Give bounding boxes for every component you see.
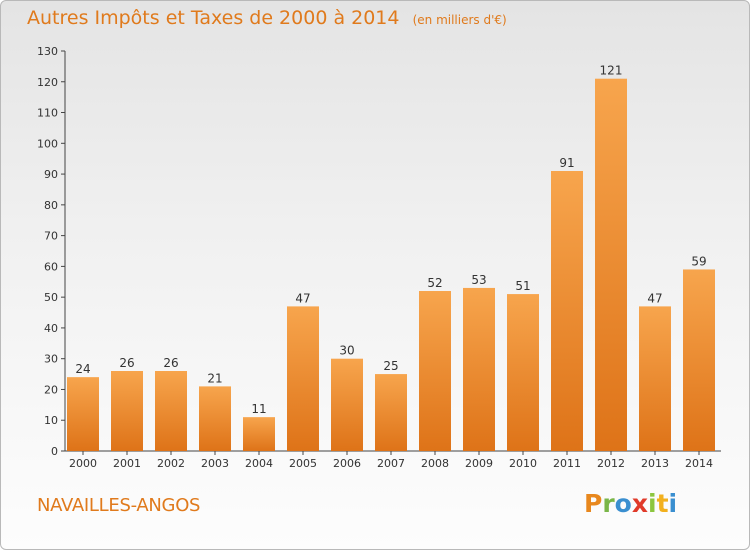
y-tick-label: 30 [44, 353, 58, 366]
value-label: 21 [207, 371, 222, 385]
bar-2001 [111, 371, 143, 451]
proxiti-logo: Proxiti [584, 489, 677, 518]
value-label: 30 [339, 344, 354, 358]
value-label: 52 [427, 276, 442, 290]
x-tick-label: 2011 [553, 457, 581, 470]
bar-2004 [243, 417, 275, 451]
bar-2002 [155, 371, 187, 451]
commune-name: NAVAILLES-ANGOS [37, 495, 201, 516]
x-tick-label: 2012 [597, 457, 625, 470]
value-label: 25 [383, 359, 398, 373]
logo-letter: i [648, 489, 657, 518]
logo-letter: P [584, 489, 603, 518]
logo-letter: i [668, 489, 678, 518]
x-tick-label: 2009 [465, 457, 493, 470]
chart-title-block: Autres Impôts et Taxes de 2000 à 2014 (e… [27, 7, 507, 29]
x-tick-label: 2004 [245, 457, 273, 470]
x-tick-label: 2000 [69, 457, 97, 470]
bar-2012 [595, 78, 627, 451]
y-tick-label: 60 [44, 260, 58, 273]
value-label: 121 [600, 64, 623, 78]
y-tick-label: 120 [37, 76, 58, 89]
value-label: 51 [515, 279, 530, 293]
x-tick-label: 2007 [377, 457, 405, 470]
bar-2011 [551, 171, 583, 451]
bar-2000 [67, 377, 99, 451]
y-tick-label: 20 [44, 383, 58, 396]
x-tick-label: 2002 [157, 457, 185, 470]
y-tick-label: 80 [44, 199, 58, 212]
bar-2003 [199, 386, 231, 451]
y-tick-label: 50 [44, 291, 58, 304]
bar-2010 [507, 294, 539, 451]
value-label: 59 [691, 254, 706, 268]
logo-letter: o [614, 489, 632, 518]
bar-2008 [419, 291, 451, 451]
x-tick-label: 2013 [641, 457, 669, 470]
x-tick-label: 2014 [685, 457, 713, 470]
bar-2013 [639, 306, 671, 451]
value-label: 47 [647, 291, 662, 305]
y-tick-label: 100 [37, 137, 58, 150]
x-tick-label: 2008 [421, 457, 449, 470]
bar-2009 [463, 287, 495, 451]
value-label: 91 [559, 156, 574, 170]
logo-letter: x [631, 489, 648, 518]
bar-2006 [331, 358, 363, 451]
chart-unit: (en milliers d'€) [412, 13, 507, 27]
bar-2005 [287, 306, 319, 451]
x-tick-label: 2001 [113, 457, 141, 470]
logo-letter: r [602, 489, 615, 518]
value-label: 26 [119, 356, 134, 370]
y-tick-label: 90 [44, 168, 58, 181]
value-label: 11 [251, 402, 266, 416]
y-tick-label: 10 [44, 414, 58, 427]
x-tick-label: 2010 [509, 457, 537, 470]
bar-2014 [683, 269, 715, 451]
y-tick-label: 0 [51, 445, 58, 458]
value-label: 47 [295, 291, 310, 305]
y-tick-label: 130 [37, 45, 58, 58]
x-tick-label: 2005 [289, 457, 317, 470]
bar-2007 [375, 374, 407, 451]
x-tick-label: 2006 [333, 457, 361, 470]
value-label: 26 [163, 356, 178, 370]
value-label: 24 [75, 362, 90, 376]
y-tick-label: 110 [37, 107, 58, 120]
logo-letter: t [656, 489, 669, 518]
x-tick-label: 2003 [201, 457, 229, 470]
y-tick-label: 70 [44, 230, 58, 243]
y-tick-label: 40 [44, 322, 58, 335]
value-label: 53 [471, 273, 486, 287]
chart-title: Autres Impôts et Taxes de 2000 à 2014 [27, 7, 400, 29]
